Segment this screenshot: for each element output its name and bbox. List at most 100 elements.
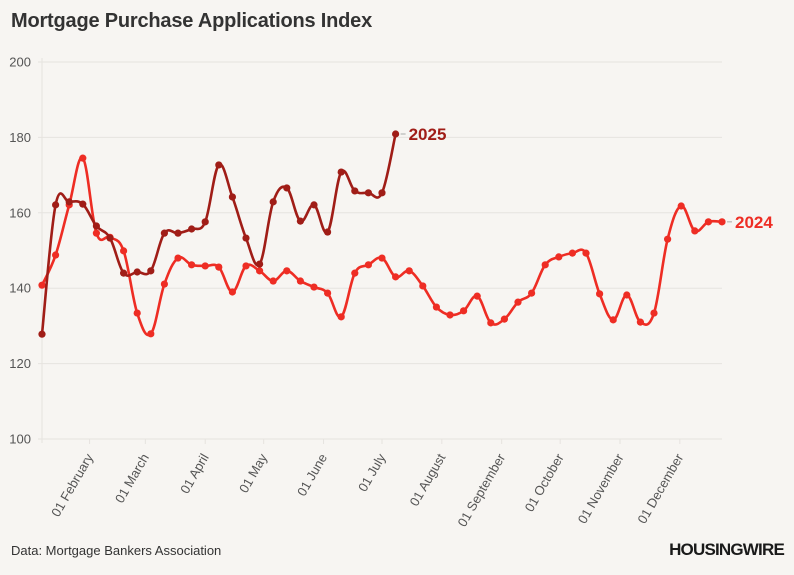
chart-title: Mortgage Purchase Applications Index: [11, 10, 373, 32]
data-point-2024: [201, 262, 209, 270]
y-axis: 100 120 140 160 180 200: [9, 55, 31, 447]
data-point-2025: [296, 217, 304, 225]
data-point-2024: [310, 283, 318, 291]
data-point-2025: [201, 218, 209, 226]
data-point-2025: [242, 234, 250, 242]
grid-lines: [38, 58, 722, 443]
series-label-2025: 2025: [409, 125, 447, 144]
data-point-2025: [337, 168, 345, 176]
data-point-2024: [432, 303, 440, 311]
data-point-2024: [52, 251, 60, 259]
data-point-2024: [133, 309, 141, 317]
y-tick-label: 120: [9, 356, 31, 371]
data-point-2025: [256, 260, 264, 268]
data-point-2024: [242, 262, 250, 270]
data-point-2025: [133, 268, 141, 276]
data-point-2024: [324, 289, 332, 297]
x-tick-label: 01 September: [454, 450, 508, 529]
series-labels: 2024 2025: [400, 125, 773, 232]
data-point-2025: [188, 225, 196, 233]
data-point-2025: [378, 189, 386, 197]
x-tick-label: 01 March: [112, 451, 152, 505]
data-point-2024: [296, 277, 304, 285]
data-point-2025: [52, 201, 60, 209]
y-tick-label: 180: [9, 130, 31, 145]
data-point-2024: [392, 273, 400, 281]
data-point-2024: [650, 309, 658, 317]
data-point-2024: [555, 253, 563, 261]
housingwire-logo: HOUSINGWIRE: [669, 540, 785, 559]
data-point-2025: [79, 200, 87, 208]
data-point-2024: [664, 235, 672, 243]
data-point-2025: [106, 234, 114, 242]
data-point-2024: [718, 218, 726, 226]
data-point-2025: [392, 130, 400, 138]
data-point-2024: [283, 267, 291, 275]
data-point-2024: [446, 311, 454, 319]
x-tick-label: 01 February: [48, 451, 96, 520]
data-point-2024: [337, 313, 345, 321]
data-point-2025: [228, 193, 236, 201]
x-tick-label: 01 November: [575, 450, 627, 526]
series-label-2024: 2024: [735, 213, 773, 232]
data-point-2024: [460, 307, 468, 315]
data-point-2024: [147, 330, 155, 338]
y-tick-label: 140: [9, 281, 31, 296]
series-lines: [38, 130, 726, 338]
data-point-2024: [405, 267, 413, 275]
data-point-2025: [38, 330, 46, 338]
x-axis: 01 February 01 March 01 April 01 May 01 June…: [48, 439, 687, 529]
data-point-2025: [174, 229, 182, 237]
x-tick-label: 01 October: [522, 450, 567, 514]
data-point-2024: [38, 281, 46, 289]
data-point-2025: [283, 184, 291, 192]
data-point-2024: [568, 249, 577, 257]
data-point-2024: [609, 316, 617, 324]
data-point-2024: [215, 263, 223, 271]
data-point-2024: [174, 254, 182, 262]
data-point-2024: [528, 289, 536, 297]
data-point-2025: [160, 229, 168, 237]
y-tick-label: 160: [9, 205, 31, 220]
data-point-2025: [147, 267, 155, 275]
x-tick-label: 01 May: [236, 451, 271, 496]
data-point-2025: [215, 161, 223, 169]
data-point-2024: [473, 292, 481, 300]
data-point-2024: [541, 261, 549, 269]
data-point-2024: [378, 254, 386, 262]
data-point-2025: [310, 201, 318, 209]
data-point-2025: [269, 198, 277, 206]
line-2024: [40, 156, 723, 337]
data-point-2025: [351, 187, 359, 195]
data-point-2025: [364, 189, 372, 197]
data-point-2024: [691, 227, 699, 235]
x-tick-label: 01 June: [294, 451, 330, 499]
data-point-2024: [120, 247, 128, 255]
data-point-2024: [582, 249, 590, 257]
x-tick-label: 01 December: [634, 450, 686, 526]
y-tick-label: 100: [9, 432, 31, 447]
data-point-2025: [120, 269, 128, 277]
data-point-2024: [269, 277, 277, 285]
data-point-2024: [256, 267, 264, 275]
data-point-2025: [65, 198, 73, 206]
data-point-2024: [487, 319, 495, 327]
data-point-2025: [324, 228, 332, 236]
y-tick-label: 200: [9, 55, 31, 70]
data-point-2024: [677, 202, 685, 210]
data-point-2024: [92, 229, 100, 237]
data-point-2024: [623, 291, 631, 299]
x-tick-label: 01 July: [355, 451, 389, 495]
data-source-note: Data: Mortgage Bankers Association: [11, 543, 222, 558]
data-point-2024: [419, 282, 427, 290]
data-point-2024: [351, 269, 359, 277]
data-point-2024: [636, 318, 645, 326]
data-point-2024: [160, 280, 168, 288]
data-point-2024: [364, 261, 372, 269]
series-2025: [38, 130, 400, 338]
x-tick-label: 01 April: [177, 451, 212, 496]
data-point-2024: [500, 315, 508, 323]
data-point-2024: [228, 288, 236, 296]
series-2024: [38, 154, 726, 338]
